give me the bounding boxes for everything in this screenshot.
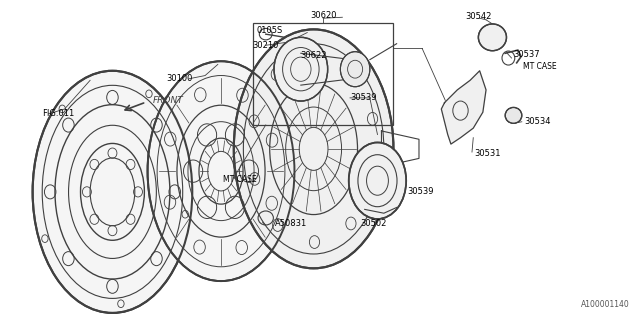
Text: 30210: 30210 — [253, 41, 279, 50]
Ellipse shape — [33, 71, 192, 313]
Text: 30537: 30537 — [513, 50, 540, 59]
Text: A100001140: A100001140 — [581, 300, 630, 309]
Text: 30542: 30542 — [465, 12, 492, 21]
Ellipse shape — [478, 24, 506, 51]
Text: FRONT: FRONT — [153, 96, 184, 105]
Text: 30620: 30620 — [310, 11, 337, 20]
Text: 30531: 30531 — [474, 149, 501, 158]
Bar — [253, 23, 394, 125]
Ellipse shape — [274, 37, 328, 101]
Text: MT CASE: MT CASE — [523, 61, 557, 70]
Text: FIG.011: FIG.011 — [42, 109, 74, 118]
Ellipse shape — [349, 142, 406, 219]
Ellipse shape — [234, 29, 394, 268]
Ellipse shape — [340, 52, 370, 87]
Polygon shape — [442, 71, 486, 144]
Text: 30100: 30100 — [166, 74, 193, 83]
Text: 30539: 30539 — [351, 93, 377, 102]
Text: 30534: 30534 — [524, 116, 551, 126]
Text: 30622: 30622 — [300, 51, 327, 60]
Ellipse shape — [505, 108, 522, 123]
Text: 30539: 30539 — [407, 187, 433, 196]
Text: MT CASE: MT CASE — [223, 175, 257, 184]
Text: 0105S: 0105S — [256, 26, 282, 35]
Text: 30502: 30502 — [360, 219, 387, 228]
Text: A50831: A50831 — [275, 219, 308, 228]
Ellipse shape — [148, 61, 294, 281]
